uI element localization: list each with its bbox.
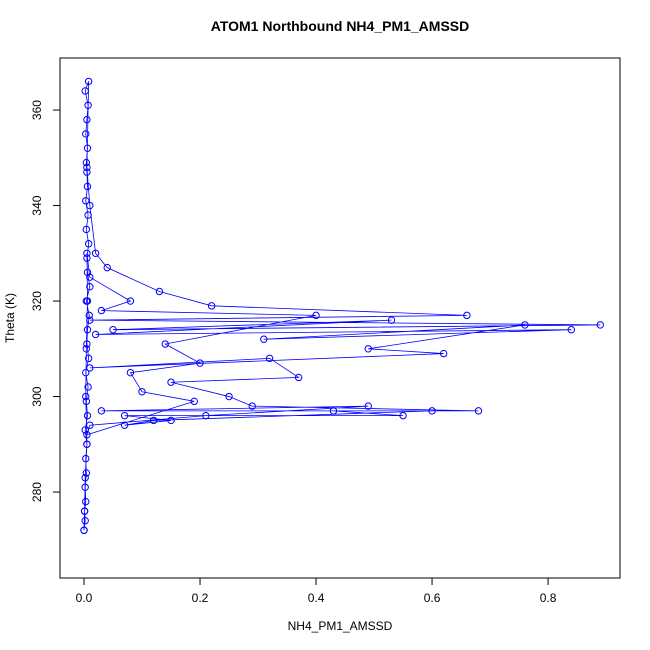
data-point xyxy=(82,130,90,138)
data-point xyxy=(312,311,320,320)
data-point xyxy=(207,302,216,310)
x-axis-label: NH4_PM1_AMSSD xyxy=(288,619,393,633)
data-point xyxy=(83,144,92,152)
data-point xyxy=(474,407,483,415)
x-tick-label: 0.6 xyxy=(424,591,441,605)
data-point xyxy=(84,354,93,363)
data-point xyxy=(190,397,198,406)
data-point xyxy=(567,325,575,334)
data-point xyxy=(126,368,135,377)
data-point xyxy=(364,402,372,410)
data-point xyxy=(387,316,396,324)
data-point xyxy=(84,211,92,219)
data-point xyxy=(82,454,90,463)
data-point xyxy=(83,340,91,348)
data-point xyxy=(120,411,129,420)
data-point xyxy=(83,168,91,176)
data-point xyxy=(294,373,303,382)
data-point xyxy=(83,254,91,262)
data-point xyxy=(83,411,92,420)
data-point xyxy=(225,392,233,401)
data-point xyxy=(82,497,90,506)
data-line xyxy=(83,81,601,531)
data-point xyxy=(82,345,91,353)
y-tick-label: 360 xyxy=(30,100,44,120)
x-tick-label: 0.8 xyxy=(540,591,557,605)
data-point xyxy=(82,225,91,234)
data-point xyxy=(86,273,94,281)
data-point xyxy=(149,416,158,425)
data-point xyxy=(91,249,100,257)
data-point xyxy=(83,182,92,191)
data-point xyxy=(80,526,88,534)
data-point xyxy=(81,516,89,525)
data-point xyxy=(120,421,129,429)
data-point xyxy=(80,507,89,515)
y-tick-label: 300 xyxy=(30,386,44,406)
data-point xyxy=(86,201,94,210)
data-point xyxy=(428,407,436,415)
data-point xyxy=(103,263,111,272)
data-point xyxy=(84,101,92,109)
data-point xyxy=(155,287,164,296)
data-point xyxy=(83,431,91,439)
data-point xyxy=(196,359,204,367)
data-point xyxy=(463,311,471,320)
y-tick-label: 280 xyxy=(30,482,44,502)
data-point xyxy=(91,330,100,339)
data-point xyxy=(97,306,106,315)
data-point xyxy=(248,402,256,410)
data-point xyxy=(82,197,90,205)
data-point xyxy=(84,383,92,391)
x-tick-label: 0.0 xyxy=(76,591,93,605)
data-point xyxy=(81,426,89,434)
data-point xyxy=(83,440,91,448)
data-point xyxy=(521,321,529,329)
data-point xyxy=(84,77,93,86)
data-point xyxy=(81,483,89,491)
data-point xyxy=(82,469,91,477)
x-tick-label: 0.4 xyxy=(308,591,325,605)
data-point xyxy=(85,311,93,320)
data-point xyxy=(86,316,94,324)
data-point xyxy=(82,392,90,401)
data-point xyxy=(596,321,604,329)
data-point xyxy=(126,297,135,305)
data-point xyxy=(86,421,94,429)
data-point xyxy=(83,268,92,277)
data-point xyxy=(399,411,407,420)
y-tick-label: 320 xyxy=(30,291,44,311)
data-point xyxy=(83,163,91,172)
plot-frame xyxy=(59,57,621,579)
data-point xyxy=(84,240,93,248)
data-point xyxy=(161,340,169,348)
data-point xyxy=(83,249,91,257)
data-point xyxy=(83,297,92,305)
y-tick-label: 340 xyxy=(30,195,44,215)
data-point xyxy=(109,325,117,334)
data-point xyxy=(329,407,338,415)
data-point xyxy=(265,354,274,363)
data-point xyxy=(82,368,90,377)
data-point xyxy=(439,349,448,358)
chart-title: ATOM1 Northbound NH4_PM1_AMSSD xyxy=(211,18,470,34)
data-point xyxy=(260,335,268,343)
x-tick-label: 0.2 xyxy=(192,591,209,605)
data-point xyxy=(86,283,94,291)
data-point xyxy=(82,158,91,167)
data-point xyxy=(81,87,89,95)
data-point xyxy=(202,411,210,420)
y-axis-label: Theta (K) xyxy=(3,293,17,343)
data-point xyxy=(364,345,372,353)
data-point xyxy=(138,388,146,396)
data-point xyxy=(86,364,94,372)
data-point xyxy=(167,416,175,425)
data-point xyxy=(82,397,91,406)
data-point xyxy=(167,378,175,386)
data-point xyxy=(83,325,92,334)
data-point xyxy=(83,115,91,124)
data-point xyxy=(81,474,89,482)
data-point xyxy=(97,407,106,415)
